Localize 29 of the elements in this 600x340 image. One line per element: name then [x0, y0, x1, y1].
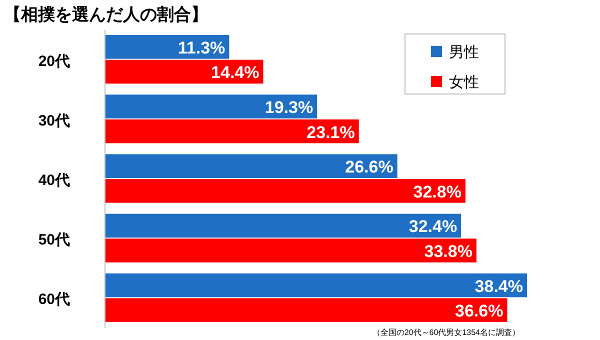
data-label: 26.6%: [345, 158, 394, 177]
bar: [105, 119, 359, 144]
bar: [105, 214, 462, 238]
legend-label: 女性: [449, 74, 479, 91]
data-label: 32.8%: [413, 182, 462, 202]
y-tick-label: 50代: [38, 232, 70, 249]
bar: [105, 273, 527, 298]
chart-title: 【相撲を選んだ人の割合】: [4, 5, 208, 24]
data-label: 11.3%: [178, 38, 226, 58]
legend-label: 男性: [449, 44, 479, 61]
data-label: 23.1%: [306, 122, 355, 142]
data-label: 33.8%: [424, 242, 472, 261]
bar: [105, 179, 466, 203]
bar: [105, 298, 508, 322]
data-label: 32.4%: [408, 217, 458, 236]
bar: [105, 35, 230, 59]
bar: [105, 154, 398, 178]
annotation: （全国の20代～60代男女1354名に調査）: [372, 328, 520, 337]
bar: [105, 60, 264, 84]
data-label: 19.3%: [264, 98, 314, 117]
data-label: 14.4%: [211, 63, 260, 82]
y-tick-label: 40代: [38, 172, 70, 189]
bar: [105, 94, 318, 118]
y-tick-label: 20代: [38, 52, 70, 70]
y-tick-label: 30代: [38, 112, 70, 130]
y-tick-label: 60代: [38, 291, 70, 308]
bar: [105, 238, 476, 262]
data-label: 38.4%: [474, 276, 523, 296]
data-label: 36.6%: [455, 302, 504, 321]
